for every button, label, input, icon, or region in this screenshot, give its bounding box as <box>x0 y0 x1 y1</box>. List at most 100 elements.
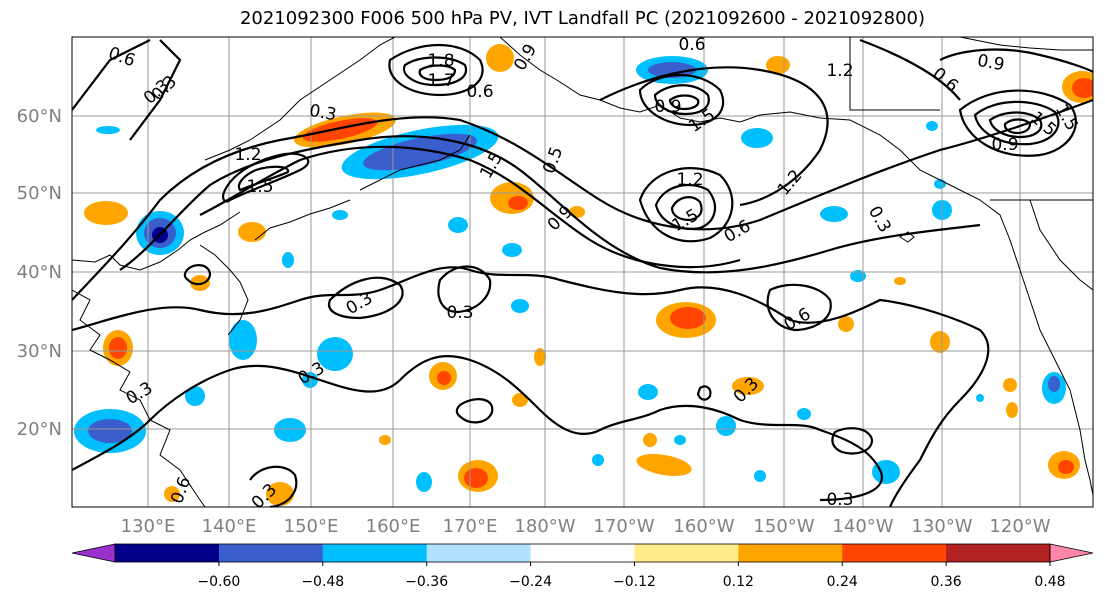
shade-neg <box>229 320 257 360</box>
shade-neg <box>741 128 773 148</box>
shade-neg <box>638 384 658 400</box>
longitude-tick-label: 170°E <box>443 516 498 537</box>
contour-label: 0.3 <box>446 303 473 323</box>
contour-label: 0.9 <box>976 51 1006 75</box>
longitude-tick-label: 150°E <box>284 516 339 537</box>
colorbar-tick-label: −0.24 <box>509 574 552 590</box>
shade-neg <box>274 418 306 442</box>
colorbar-tick-label: −0.60 <box>197 574 240 590</box>
contour-label: 0.3 <box>826 490 853 510</box>
colorbar-tick-label: −0.36 <box>405 574 448 590</box>
pv-contours <box>72 38 1093 507</box>
colorbar-segment <box>946 544 1051 562</box>
colorbar-tick-label: −0.12 <box>613 574 656 590</box>
shade-neg <box>363 133 477 171</box>
map-frame <box>71 36 1094 508</box>
shade-neg <box>674 435 686 445</box>
longitude-tick-label: 150°W <box>753 516 814 537</box>
shade-neg <box>754 470 766 482</box>
longitude-tick-label: 170°W <box>593 516 654 537</box>
longitude-tick-label: 180°W <box>514 516 575 537</box>
shade-pos <box>1058 460 1074 474</box>
colorbar-tick-label: 0.12 <box>723 574 754 590</box>
colorbar-segment <box>842 544 947 562</box>
colorbar <box>71 543 1094 563</box>
colorbar-segment <box>115 544 220 562</box>
colorbar-tick-label: −0.48 <box>301 574 344 590</box>
shade-neg <box>416 472 432 492</box>
contour-label: 1.7 <box>427 71 454 91</box>
shade-neg <box>926 121 938 131</box>
longitude-tick-label: 130°E <box>121 516 176 537</box>
shade-neg <box>332 210 348 220</box>
shade-neg <box>716 416 736 436</box>
shade-neg <box>976 394 984 402</box>
graticule <box>72 37 1093 507</box>
contour-label: 0.9 <box>654 97 681 117</box>
contour-label: 0.3 <box>308 101 338 125</box>
shade-neg <box>502 243 522 257</box>
latitude-tick-label: 60°N <box>17 106 62 127</box>
shade-pos <box>636 454 692 476</box>
shade-pos <box>164 486 180 502</box>
colorbar-segment <box>738 544 843 562</box>
shade-pos <box>109 337 127 359</box>
contour-label: 0.9 <box>991 135 1018 155</box>
latitude-tick-label: 50°N <box>17 183 62 204</box>
longitude-tick-label: 130°W <box>911 516 972 537</box>
longitude-tick-label: 120°W <box>989 516 1050 537</box>
colorbar-outline <box>114 543 1051 563</box>
contour-label: 1.2 <box>234 145 261 165</box>
shade-pos <box>930 331 950 353</box>
shade-neg <box>185 386 205 406</box>
colorbar-labels: −0.60 −0.48 −0.36 −0.24 −0.12 0.12 0.24 0.36 0.4… <box>197 562 1066 590</box>
latitude-tick-label: 40°N <box>17 262 62 283</box>
colorbar-segment <box>322 544 428 562</box>
shade-neg <box>797 408 811 420</box>
shade-pos <box>437 371 451 385</box>
colorbar-segment <box>634 544 739 562</box>
latitude-tick-label: 20°N <box>17 419 62 440</box>
contour-label: 0.6 <box>678 35 705 55</box>
contour-label: 1.2 <box>826 61 853 81</box>
shade-neg <box>850 270 866 282</box>
shade-pos <box>508 196 528 210</box>
colorbar-tick-label: 0.24 <box>827 574 858 590</box>
shade-neg <box>511 299 529 313</box>
shade-neg <box>448 217 468 233</box>
shade-pos <box>486 44 514 72</box>
colorbar-extend-max <box>1049 543 1094 563</box>
shade-pos <box>643 433 657 447</box>
longitude-tick-label: 140°W <box>832 516 893 537</box>
shade-neg <box>317 337 353 371</box>
shade-pos <box>894 277 906 285</box>
colorbar-tick-label: 0.48 <box>1034 574 1065 590</box>
shade-pos <box>732 377 764 395</box>
colorbar-segment <box>426 544 532 562</box>
colorbar-extend-min <box>71 543 116 563</box>
contour-label: 1.8 <box>427 51 454 71</box>
coastlines <box>72 37 1093 507</box>
map-title: 2021092300 F006 500 hPa PV, IVT Landfall… <box>239 8 926 29</box>
shade-pos <box>379 435 391 445</box>
shade-pos <box>670 307 706 329</box>
shade-pos <box>838 316 854 332</box>
shade-pos <box>534 348 546 366</box>
shade-pos <box>512 393 528 407</box>
shade-pos <box>238 222 266 242</box>
shade-neg <box>88 419 132 443</box>
shade-neg <box>592 454 604 466</box>
shade-pos <box>1072 78 1093 98</box>
shade-pos <box>1003 378 1017 392</box>
contour-label: 1.2 <box>676 170 703 190</box>
shade-pos <box>464 468 488 488</box>
shade-neg <box>1048 376 1060 392</box>
latitude-tick-label: 30°N <box>17 341 62 362</box>
contour-label: 1.5 <box>246 177 273 197</box>
shade-pos <box>84 201 128 225</box>
longitude-tick-label: 160°W <box>673 516 734 537</box>
shade-neg <box>820 206 848 222</box>
shade-neg <box>96 126 120 134</box>
colorbar-tick-label: 0.36 <box>931 574 962 590</box>
contour-label: 0.6 <box>466 82 493 102</box>
